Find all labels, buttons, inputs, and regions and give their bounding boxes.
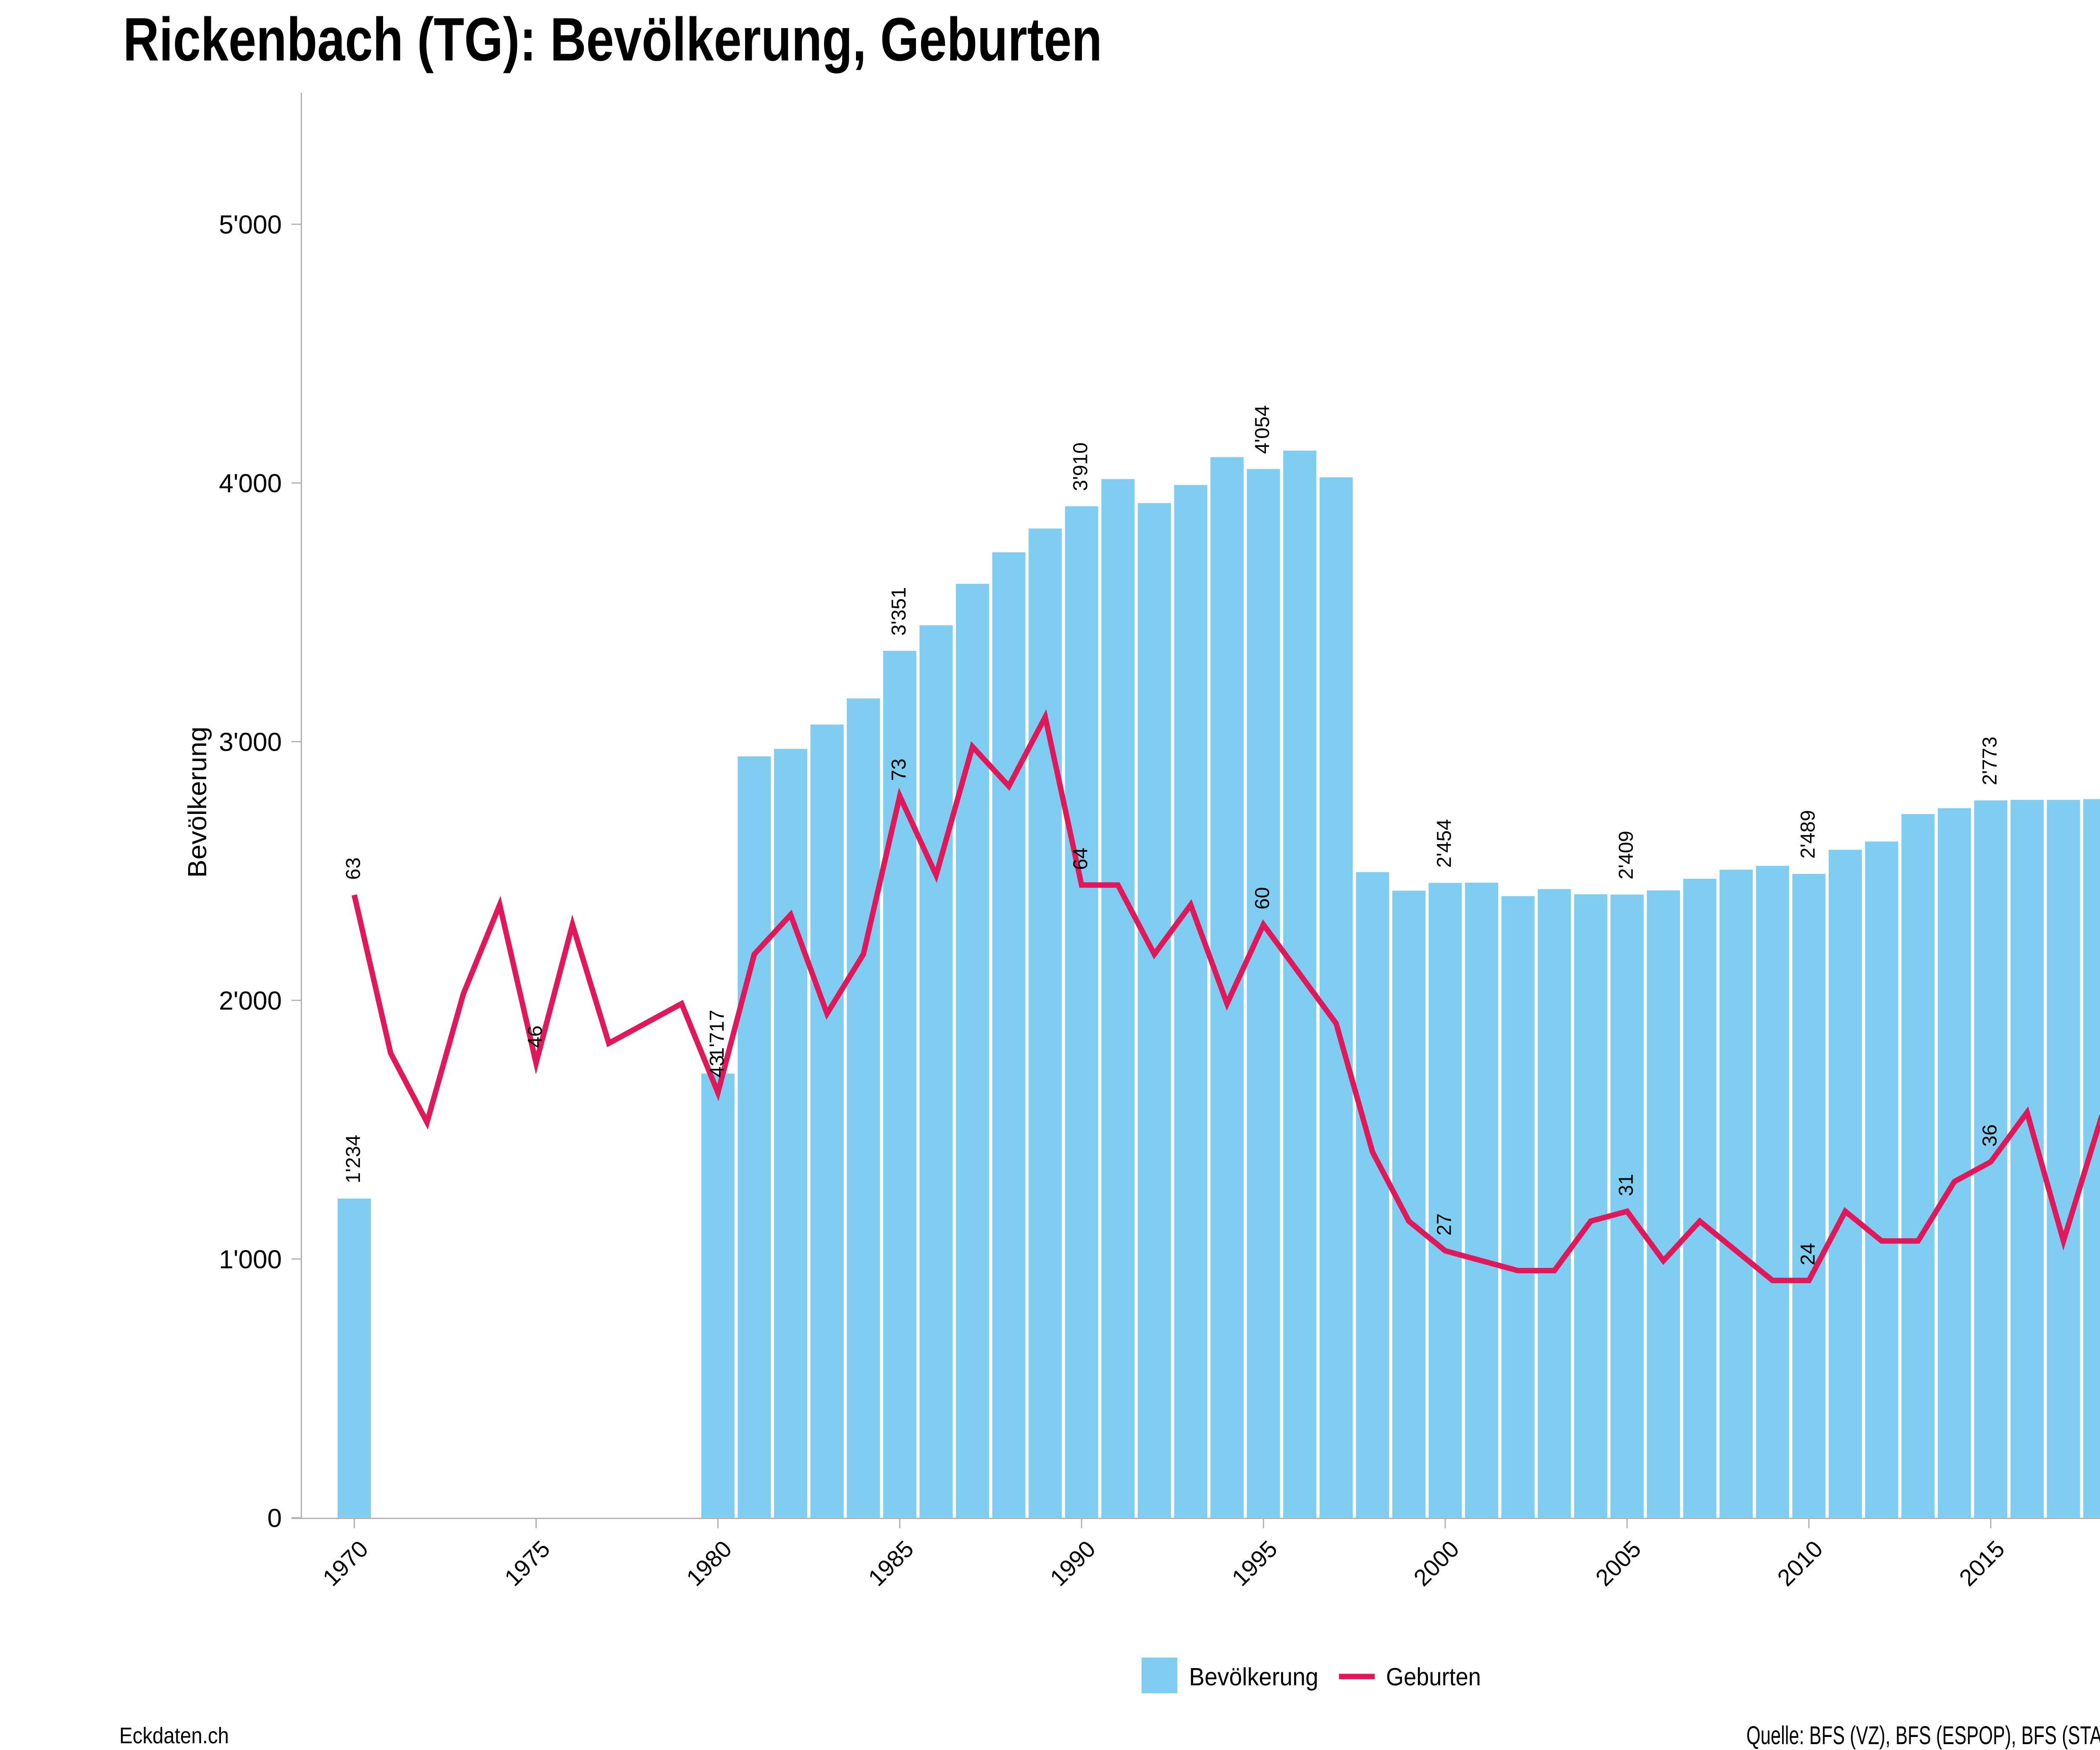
svg-text:2'000: 2'000 bbox=[219, 987, 282, 1015]
svg-text:46: 46 bbox=[524, 1026, 546, 1048]
svg-text:4'000: 4'000 bbox=[219, 469, 282, 498]
svg-text:Geburten: Geburten bbox=[1386, 1663, 1481, 1691]
svg-text:3'000: 3'000 bbox=[219, 728, 282, 757]
svg-text:63: 63 bbox=[342, 858, 365, 880]
svg-text:Rickenbach (TG): Bevölkerung,: Rickenbach (TG): Bevölkerung, Geburten bbox=[123, 5, 1102, 73]
svg-text:43: 43 bbox=[706, 1055, 728, 1077]
svg-text:73: 73 bbox=[888, 758, 910, 781]
svg-text:5'000: 5'000 bbox=[219, 210, 282, 239]
svg-text:2'454: 2'454 bbox=[1433, 819, 1456, 868]
svg-text:0: 0 bbox=[268, 1504, 282, 1533]
svg-text:Bevölkerung: Bevölkerung bbox=[183, 727, 212, 878]
svg-text:Bevölkerung: Bevölkerung bbox=[1189, 1663, 1318, 1691]
svg-text:4'054: 4'054 bbox=[1252, 405, 1274, 454]
svg-text:27: 27 bbox=[1433, 1213, 1456, 1236]
svg-text:1'717: 1'717 bbox=[706, 1010, 728, 1058]
svg-text:Eckdaten.ch: Eckdaten.ch bbox=[119, 1723, 229, 1748]
svg-text:Quelle: BFS (VZ), BFS (ESPOP),: Quelle: BFS (VZ), BFS (ESPOP), BFS (STAT… bbox=[1746, 1721, 2100, 1750]
svg-text:31: 31 bbox=[1615, 1174, 1638, 1196]
svg-text:24: 24 bbox=[1797, 1243, 1819, 1265]
svg-text:3'351: 3'351 bbox=[888, 587, 910, 636]
svg-text:2'409: 2'409 bbox=[1615, 831, 1638, 879]
svg-text:1'000: 1'000 bbox=[219, 1245, 282, 1274]
svg-text:64: 64 bbox=[1070, 847, 1092, 870]
svg-text:1'234: 1'234 bbox=[342, 1135, 365, 1183]
svg-text:36: 36 bbox=[1979, 1124, 2001, 1147]
svg-text:60: 60 bbox=[1252, 887, 1274, 909]
svg-text:2'773: 2'773 bbox=[1979, 737, 2001, 785]
svg-text:3'910: 3'910 bbox=[1070, 442, 1092, 491]
svg-text:2'489: 2'489 bbox=[1797, 810, 1819, 859]
